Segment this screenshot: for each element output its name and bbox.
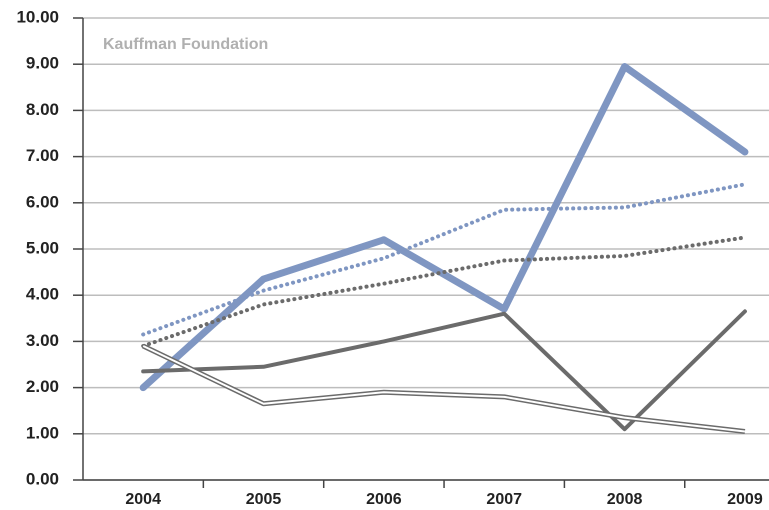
line-series [139, 63, 749, 392]
line-series [141, 182, 747, 337]
y-tick-label: 9.00 [26, 54, 59, 73]
x-tick-label: 2004 [125, 491, 161, 508]
y-tick-label: 2.00 [26, 377, 59, 396]
x-tick-label: 2007 [486, 491, 522, 508]
y-tick-label: 4.00 [26, 285, 59, 304]
x-tick-label: 2006 [366, 491, 402, 508]
x-tick-label: 2008 [607, 491, 643, 508]
x-tick-label: 2009 [727, 491, 763, 508]
y-tick-label: 6.00 [26, 192, 59, 211]
y-tick-label: 0.00 [26, 469, 59, 488]
y-tick-label: 10.00 [16, 7, 59, 26]
line-series [141, 309, 747, 432]
y-tick-label: 8.00 [26, 100, 59, 119]
y-tick-label: 3.00 [26, 331, 59, 350]
y-tick-label: 1.00 [26, 423, 59, 442]
x-tick-label: 2005 [246, 491, 282, 508]
line-series [141, 235, 747, 349]
y-tick-label: 7.00 [26, 146, 59, 165]
annotation: Kauffman Foundation [103, 36, 268, 53]
y-tick-label: 5.00 [26, 238, 59, 257]
line-inner [142, 345, 746, 433]
